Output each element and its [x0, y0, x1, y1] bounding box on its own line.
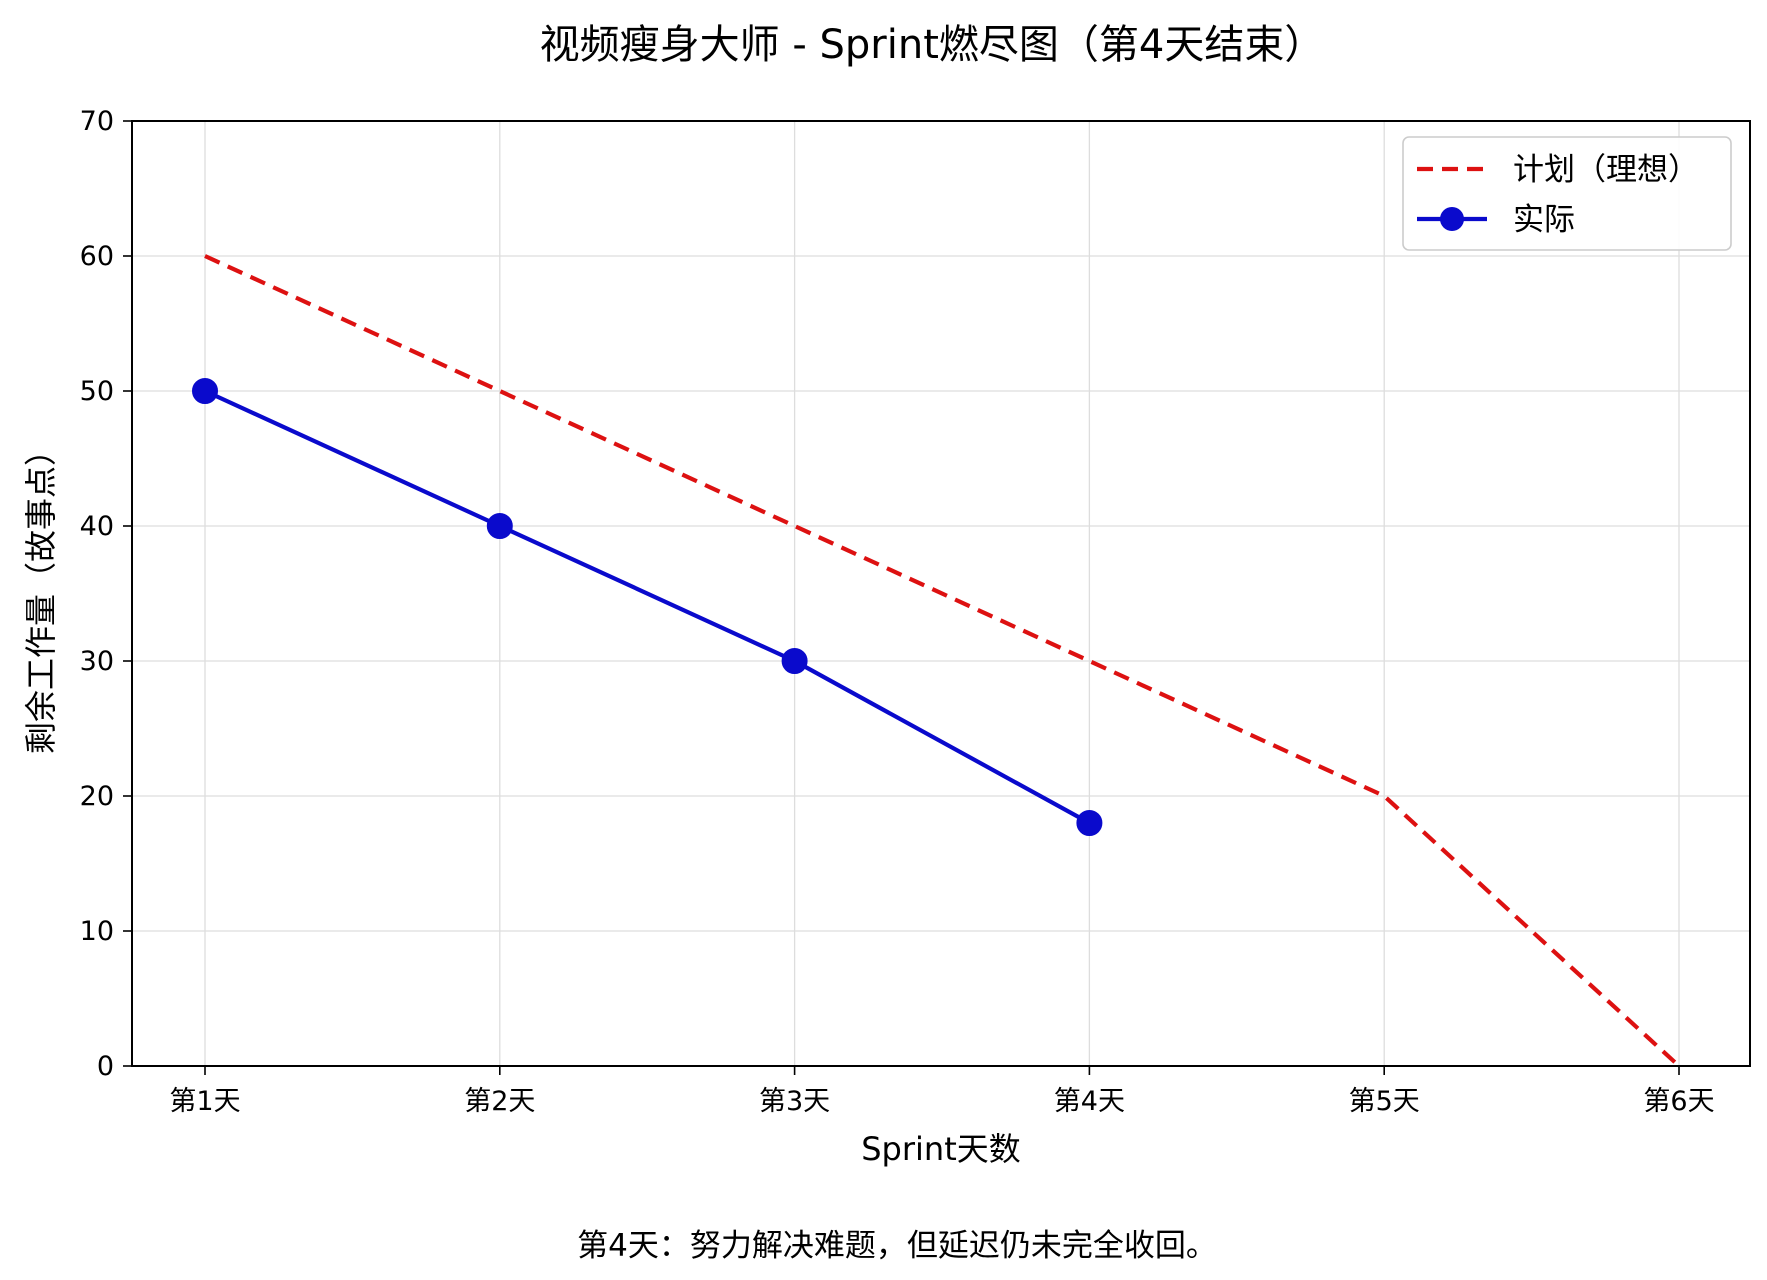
series-line-actual — [204, 389, 1091, 825]
actual-point-day3 — [781, 648, 808, 674]
y-tick-label-20: 20 — [80, 781, 114, 812]
x-tick-label-3: 第3天 — [759, 1086, 830, 1117]
actual-point-day4 — [1076, 810, 1103, 836]
x-tick-label-6: 第6天 — [1643, 1086, 1714, 1117]
actual-point-day1 — [192, 378, 218, 404]
series-line-planned — [204, 254, 1681, 1068]
y-tick-label-40: 40 — [80, 511, 114, 542]
series-layer — [192, 254, 1681, 1068]
actual-point-day2 — [486, 513, 513, 539]
x-tick-label-5: 第5天 — [1349, 1086, 1420, 1117]
x-tick-label-4: 第4天 — [1054, 1086, 1125, 1117]
legend-label-actual: 实际 — [1513, 202, 1575, 238]
chart-caption: 第4天：努力解决难题，但延迟仍未完全收回。 — [577, 1228, 1217, 1264]
y-axis: 0 10 20 30 40 50 60 70 — [80, 106, 132, 1082]
plot-area-frame — [131, 120, 1751, 1067]
y-tick-label-0: 0 — [97, 1051, 114, 1082]
x-tick-label-1: 第1天 — [169, 1086, 240, 1117]
legend-marker-actual — [1440, 207, 1464, 231]
legend: 计划（理想） 实际 — [1402, 136, 1732, 251]
x-axis: 第1天 第2天 第3天 第4天 第5天 第6天 — [169, 1066, 1715, 1117]
y-tick-label-60: 60 — [80, 241, 114, 272]
y-tick-label-10: 10 — [80, 916, 114, 947]
x-axis-label: Sprint天数 — [861, 1130, 1021, 1168]
y-tick-label-50: 50 — [80, 376, 114, 407]
y-tick-label-70: 70 — [80, 106, 114, 137]
x-tick-label-2: 第2天 — [464, 1086, 535, 1117]
chart-title: 视频瘦身大师 - Sprint燃尽图（第4天结束） — [540, 22, 1325, 68]
y-tick-label-30: 30 — [80, 646, 114, 677]
y-axis-label: 剩余工作量（故事点） — [22, 434, 60, 754]
legend-label-planned: 计划（理想） — [1513, 152, 1699, 188]
legend-box — [1402, 136, 1732, 251]
